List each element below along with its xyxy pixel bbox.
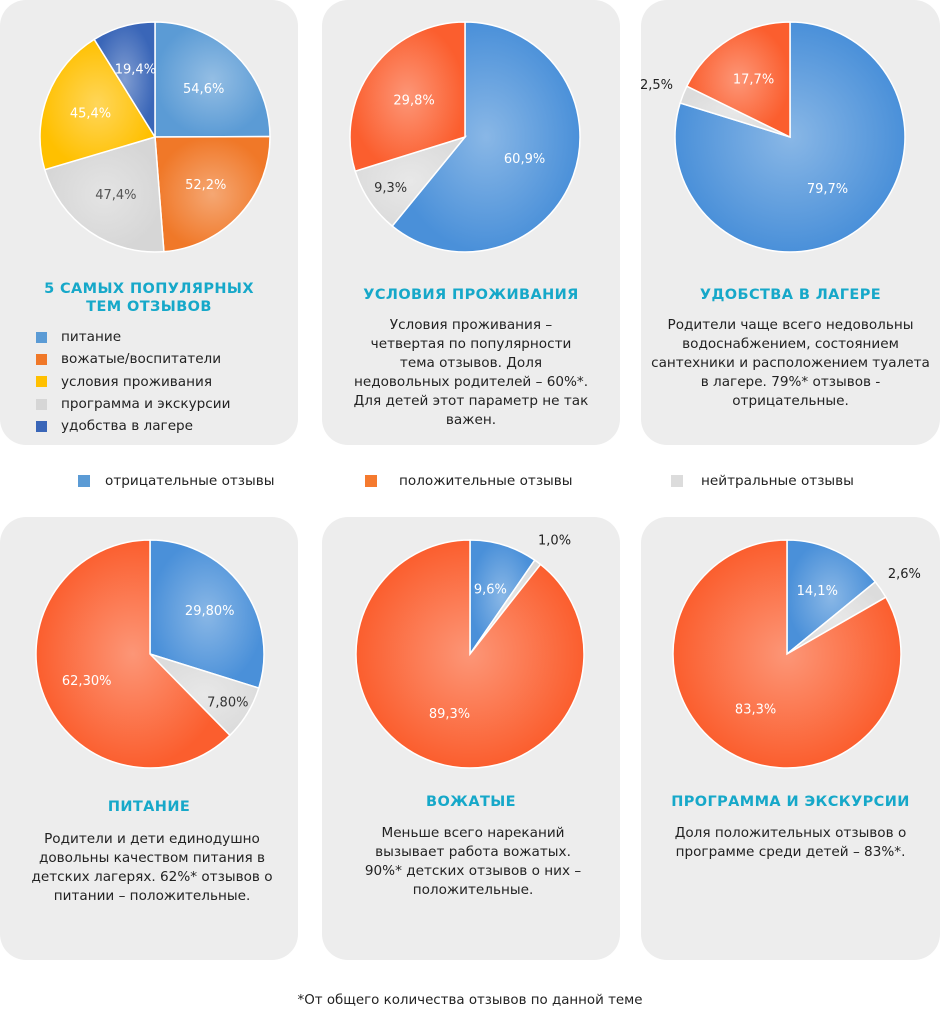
card-facilities: 79,7% 2,5% 17,7% Удобства в лагере Родител…	[641, 0, 940, 445]
pie-slice	[154, 21, 271, 138]
slice-label: 1,0%	[538, 533, 571, 548]
pie-chart-living-conditions: 60,9% 9,3% 29,8%	[349, 21, 581, 253]
legend-swatch	[78, 475, 90, 487]
pie-slice	[43, 136, 165, 253]
slice-label: 62,30%	[62, 674, 112, 689]
slice-label: 83,3%	[735, 702, 776, 717]
footnote: *От общего количества отзывов по данной …	[297, 993, 643, 1008]
legend-swatch	[36, 420, 47, 432]
legend-swatch	[671, 475, 683, 487]
slice-label: 2,6%	[888, 567, 921, 582]
pie-slice	[685, 21, 791, 139]
pie-chart-facilities: 79,7% 2,5% 17,7%	[641, 21, 906, 253]
card-description: Доля положительных отзывов о программе с…	[674, 825, 907, 860]
topics-legend: питание вожатые/воспитатели условия прож…	[36, 326, 230, 437]
pie-slice	[35, 539, 231, 769]
card-title: Вожатые	[426, 794, 516, 810]
pie-slice	[349, 21, 466, 173]
card-program: 14,1% 2,6% 83,3% Программа и экскурсии Дол…	[641, 517, 940, 960]
card-title: Программа и экскурсии	[671, 794, 910, 810]
pie-slice	[149, 539, 265, 690]
card-living-conditions: 60,9% 9,3% 29,8% Условия проживания Услови…	[322, 0, 620, 445]
slice-label: 54,6%	[183, 82, 224, 97]
card-title: 5 самых популярных тем отзывов	[44, 281, 254, 315]
slice-label: 89,3%	[429, 707, 470, 722]
slice-label: 79,7%	[807, 182, 848, 197]
slice-label: 19,4%	[115, 62, 156, 77]
pie-slice	[39, 38, 157, 171]
slice-label: 45,4%	[70, 107, 111, 122]
review-type-legend: отрицательные отзывы положительные отзыв…	[0, 473, 940, 493]
card-title: Удобства в лагере	[699, 287, 882, 303]
card-title: Условия проживания	[363, 287, 579, 303]
legend-swatch	[36, 331, 47, 343]
pie-chart-food: 29,80% 7,80% 62,30%	[35, 539, 265, 769]
slice-label: 17,7%	[733, 72, 774, 87]
card-title: Питание	[107, 799, 191, 815]
card-food: 29,80% 7,80% 62,30% Питание Родители и дет…	[0, 517, 298, 960]
pie-slice	[674, 21, 906, 253]
card-top-topics: 54,6% 52,2% 47,4% 45,4% 19,4% 5 самых популя…	[0, 0, 298, 445]
slice-label: 7,80%	[207, 696, 248, 711]
pie-chart-top-topics: 54,6% 52,2% 47,4% 45,4% 19,4%	[39, 21, 271, 253]
card-description: Родители чаще всего недовольны водоснабж…	[651, 317, 930, 409]
legend-swatch	[365, 475, 377, 487]
legend-item-positive: положительные отзывы	[365, 473, 573, 489]
legend-item-program: программа и экскурсии	[36, 393, 230, 415]
slice-label: 9,3%	[374, 181, 407, 196]
card-counselors: 9,6% 1,0% 89,3% Вожатые Меньше всего нарек…	[322, 517, 620, 960]
slice-label: 52,2%	[185, 178, 226, 193]
legend-item-counselors: вожатые/воспитатели	[36, 348, 230, 370]
slice-label: 29,8%	[393, 94, 434, 109]
card-description: Условия проживания – четвертая по популя…	[353, 317, 589, 428]
pie-slice	[154, 135, 271, 253]
pie-slice	[355, 539, 585, 769]
pie-chart-counselors: 9,6% 1,0% 89,3%	[355, 533, 585, 769]
card-description: Родители и дети единодушно довольны каче…	[31, 831, 273, 904]
slice-label: 2,5%	[641, 78, 673, 93]
pie-slice	[391, 21, 581, 253]
legend-item-negative: отрицательные отзывы	[78, 473, 275, 489]
slice-label: 47,4%	[95, 188, 136, 203]
slice-label: 14,1%	[797, 584, 838, 599]
legend-swatch	[36, 353, 47, 365]
legend-swatch	[36, 398, 47, 410]
slice-label: 29,80%	[185, 604, 235, 619]
card-description: Меньше всего нареканий вызывает работа в…	[364, 825, 582, 898]
pie-slice	[786, 539, 877, 656]
legend-swatch	[36, 376, 47, 388]
slice-label: 9,6%	[474, 583, 507, 598]
slice-label: 60,9%	[504, 152, 545, 167]
pie-slice	[672, 539, 902, 769]
legend-item-food: питание	[36, 326, 230, 348]
legend-item-neutral: нейтральные отзывы	[671, 473, 854, 489]
pie-slice	[93, 21, 156, 140]
legend-item-facilities: удобства в лагере	[36, 415, 230, 437]
pie-chart-program: 14,1% 2,6% 83,3%	[672, 539, 921, 769]
legend-item-living: условия проживания	[36, 371, 230, 393]
